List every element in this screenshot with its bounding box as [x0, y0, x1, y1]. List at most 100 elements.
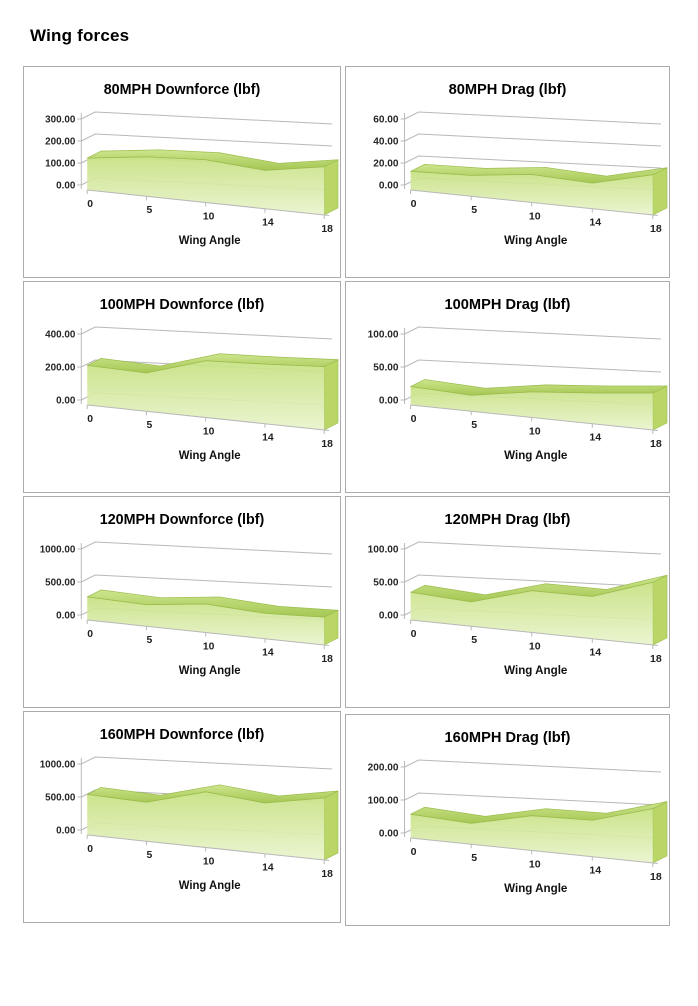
area-side-face	[652, 385, 668, 431]
y-tick-label: 50.00	[373, 578, 399, 589]
y-tick-label: 60.00	[373, 115, 399, 126]
x-axis-title: Wing Angle	[504, 665, 568, 677]
chart-panel-80mph-downforce: 80MPH Downforce (lbf) 300.00 200.00 100.00 0…	[23, 66, 341, 278]
y-tick-label: 100.00	[368, 796, 399, 807]
x-tick-label: 18	[321, 439, 333, 450]
x-tick-label: 18	[321, 869, 333, 880]
gridline	[404, 541, 661, 555]
y-tick-label: 300.00	[45, 114, 76, 125]
chart-panel-160mph-downforce: 160MPH Downforce (lbf) 1000.00 500.00 0.00 0…	[23, 711, 341, 923]
x-tick-label: 0	[87, 199, 93, 210]
charts-grid: 80MPH Downforce (lbf) 300.00 200.00 100.00 0…	[23, 66, 670, 926]
area-side-face	[323, 359, 339, 431]
x-tick-label: 10	[203, 211, 215, 222]
x-tick-label: 18	[650, 438, 662, 450]
y-tick-label: 0.00	[56, 610, 76, 621]
x-tick-label: 5	[471, 852, 477, 864]
x-tick-label: 14	[262, 433, 274, 444]
chart-panel-80mph-drag: 80MPH Drag (lbf) 60.00 40.00 20.00 0.00 0 5 10 1…	[345, 66, 670, 278]
y-tick-label: 50.00	[373, 363, 399, 374]
area-front-face	[87, 791, 325, 860]
chart-title: 100MPH Drag (lbf)	[445, 297, 571, 313]
x-tick-label: 18	[650, 653, 662, 665]
chart-title: 120MPH Downforce (lbf)	[100, 512, 265, 528]
y-tick-label: 100.00	[45, 158, 76, 169]
chart-panel-100mph-drag: 100MPH Drag (lbf) 100.00 50.00 0.00 0 5 10 14 18…	[345, 281, 670, 493]
area-side-face	[652, 801, 668, 864]
y-tick-label: 500.00	[45, 792, 76, 803]
area-chart-120mph-downforce: 120MPH Downforce (lbf) 1000.00 500.00 0.00 0…	[40, 512, 339, 677]
category-axis	[410, 619, 658, 646]
area-side-face	[652, 167, 668, 216]
y-tick-label: 0.00	[379, 396, 399, 407]
y-tick-label: 100.00	[368, 330, 399, 341]
x-tick-label: 10	[529, 211, 541, 223]
series-top-edge	[87, 360, 325, 374]
x-tick-label: 5	[147, 420, 153, 431]
chart-panel-120mph-downforce: 120MPH Downforce (lbf) 1000.00 500.00 0.00 0…	[23, 496, 341, 708]
x-tick-label: 0	[411, 198, 417, 210]
series-top-edge	[87, 596, 325, 618]
gridline	[404, 155, 661, 169]
chart-title: 160MPH Drag (lbf)	[445, 730, 571, 746]
x-tick-label: 0	[87, 414, 93, 425]
x-tick-label: 18	[321, 224, 333, 235]
category-axis	[410, 189, 658, 216]
gridline	[81, 574, 333, 588]
area-side-face	[652, 574, 668, 646]
gridline	[404, 133, 661, 147]
category-axis	[87, 834, 330, 861]
x-tick-label: 14	[262, 218, 274, 229]
area-front-face	[87, 156, 325, 215]
chart-title: 80MPH Downforce (lbf)	[104, 82, 261, 98]
category-axis	[410, 404, 658, 431]
x-tick-label: 10	[529, 426, 541, 438]
chart-title: 160MPH Downforce (lbf)	[100, 727, 265, 743]
y-tick-label: 1000.00	[40, 544, 76, 555]
area-front-face	[410, 386, 653, 430]
x-tick-label: 14	[262, 648, 274, 659]
area-chart-120mph-drag: 120MPH Drag (lbf) 100.00 50.00 0.00 0 5 10 14 18…	[368, 512, 668, 677]
area-chart-80mph-drag: 80MPH Drag (lbf) 60.00 40.00 20.00 0.00 0 5 10 1…	[373, 82, 668, 247]
chart-title: 80MPH Drag (lbf)	[449, 82, 567, 98]
x-tick-label: 5	[471, 204, 477, 216]
x-tick-label: 10	[529, 641, 541, 653]
area-chart-100mph-drag: 100MPH Drag (lbf) 100.00 50.00 0.00 0 5 10 14 18…	[368, 297, 668, 462]
area-chart-160mph-downforce: 160MPH Downforce (lbf) 1000.00 500.00 0.00 0…	[40, 727, 339, 892]
x-tick-label: 14	[262, 863, 274, 874]
gridline	[81, 133, 333, 147]
chart-title: 120MPH Drag (lbf)	[445, 512, 571, 528]
x-axis-title: Wing Angle	[504, 883, 568, 895]
series-top-edge	[87, 791, 325, 804]
x-tick-label: 5	[147, 205, 153, 216]
x-tick-label: 0	[87, 844, 93, 855]
gridline	[81, 326, 333, 340]
gridline	[81, 541, 333, 555]
x-axis-title: Wing Angle	[179, 450, 241, 462]
y-tick-label: 20.00	[373, 159, 399, 170]
x-tick-label: 14	[589, 217, 601, 229]
x-tick-label: 5	[147, 850, 153, 861]
chart-panel-160mph-drag: 160MPH Drag (lbf) 200.00 100.00 0.00 0 5 10 14 1…	[345, 714, 670, 926]
y-tick-label: 1000.00	[40, 759, 76, 770]
y-tick-label: 200.00	[368, 763, 399, 774]
x-tick-label: 10	[529, 859, 541, 871]
area-chart-160mph-drag: 160MPH Drag (lbf) 200.00 100.00 0.00 0 5 10 14 1…	[368, 730, 668, 895]
x-axis-title: Wing Angle	[179, 235, 241, 247]
y-tick-label: 0.00	[379, 829, 399, 840]
x-axis-title: Wing Angle	[504, 235, 568, 247]
x-tick-label: 10	[203, 426, 215, 437]
category-axis	[87, 619, 330, 646]
area-chart-80mph-downforce: 80MPH Downforce (lbf)300.00200.00100.000…	[45, 82, 339, 247]
gridline	[404, 326, 661, 340]
y-tick-label: 0.00	[56, 825, 76, 836]
y-tick-label: 200.00	[45, 362, 76, 373]
area-side-face	[323, 159, 339, 216]
y-tick-label: 0.00	[379, 611, 399, 622]
gridline	[81, 756, 333, 770]
x-tick-label: 18	[650, 871, 662, 883]
area-front-face	[87, 596, 325, 645]
gridline	[404, 792, 661, 806]
page-title: Wing forces	[30, 26, 130, 45]
gridline	[81, 111, 333, 125]
